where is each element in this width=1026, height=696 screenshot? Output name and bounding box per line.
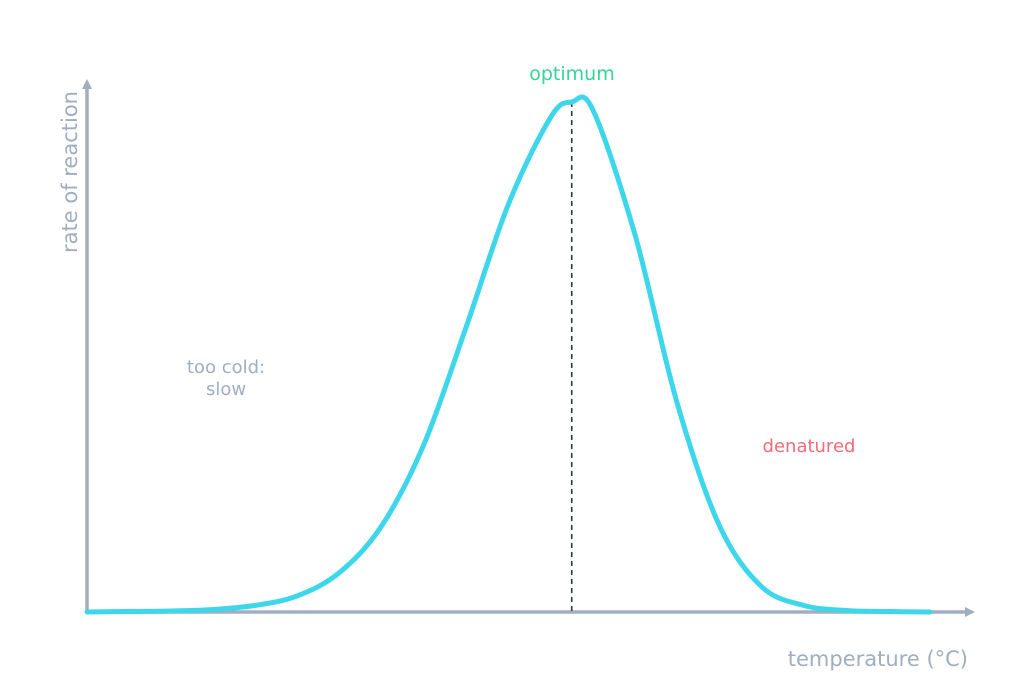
slow-label: slow	[206, 379, 246, 400]
x-axis-label: temperature (°C)	[788, 647, 968, 671]
too-cold-label: too cold:	[187, 357, 265, 378]
optimum-label: optimum	[529, 63, 614, 85]
activity-curve	[84, 94, 933, 615]
y-axis-label: rate of reaction	[58, 91, 82, 253]
denatured-label: denatured	[763, 436, 856, 457]
